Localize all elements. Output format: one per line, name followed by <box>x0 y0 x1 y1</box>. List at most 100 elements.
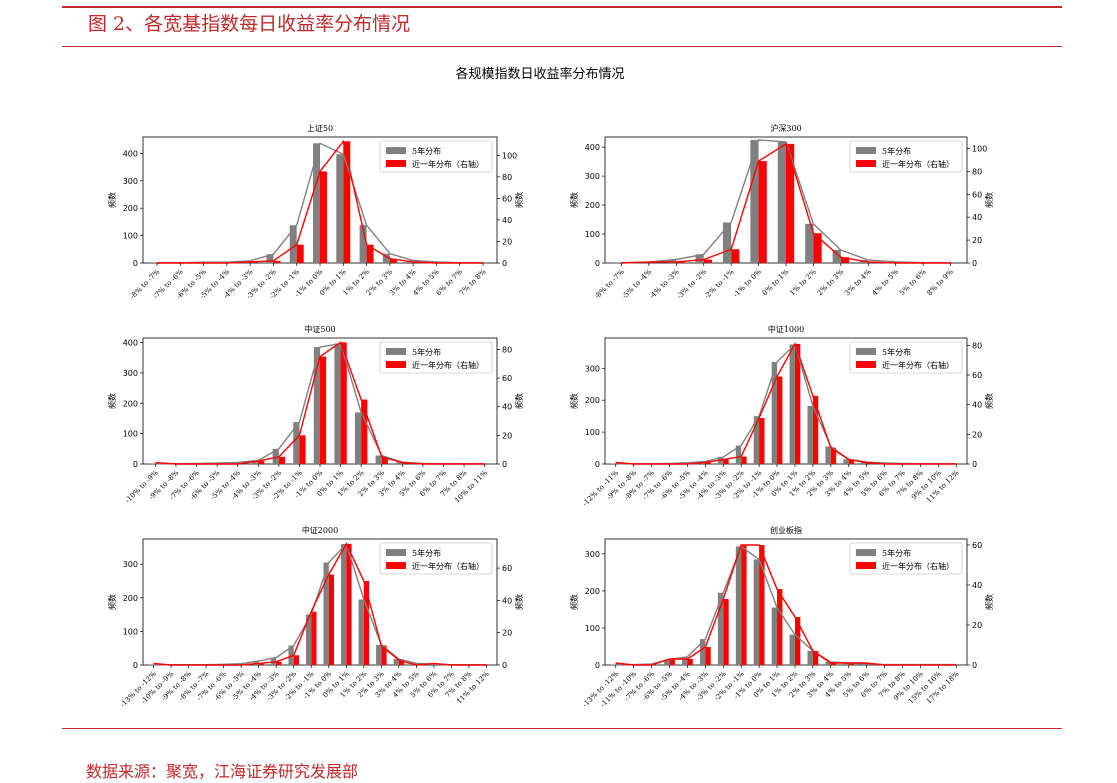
bar-5y-p5 <box>807 650 813 665</box>
bar-1y-p4 <box>346 543 352 665</box>
bar-5y-p4 <box>341 544 347 665</box>
xtick-label-p1: -1% to 0% <box>732 268 763 299</box>
bar-1y-p2 <box>258 461 265 464</box>
bar-1y-p3 <box>705 462 711 464</box>
bar-5y-p3 <box>735 445 742 464</box>
bar-5y-p0 <box>336 154 344 263</box>
ytick-label-right-p3: 0 <box>972 460 977 469</box>
ytick-label-right-p5: 40 <box>972 581 982 590</box>
bar-5y-p2 <box>313 347 320 464</box>
legend-label-1y-p4: 近一年分布（右轴） <box>412 561 484 571</box>
bar-5y-p1 <box>750 139 759 263</box>
bar-5y-p2 <box>293 422 300 464</box>
ytick-label-left-p3: 100 <box>585 428 600 437</box>
bar-5y-p2 <box>334 343 341 464</box>
subplot-title-p0: 上证50 <box>307 124 333 133</box>
ytick-label-left-p2: 0 <box>133 460 138 469</box>
legend-label-5y-p5: 5年分布 <box>882 548 911 558</box>
ylabel-right-p5: 频数 <box>984 594 994 610</box>
legend-swatch-1y-p2 <box>386 361 406 368</box>
bar-1y-p4 <box>381 645 387 665</box>
bar-1y-p0 <box>273 260 281 263</box>
ytick-label-left-p1: 100 <box>585 230 600 239</box>
bar-5y-p3 <box>771 361 778 464</box>
bar-5y-p5 <box>843 663 849 665</box>
bar-1y-p4 <box>311 611 317 665</box>
bar-5y-p5 <box>789 634 795 665</box>
ytick-label-right-p4: 40 <box>502 596 512 605</box>
bar-1y-p5 <box>830 663 837 665</box>
bar-1y-p5 <box>794 617 801 665</box>
subplot-title-p4: 中证2000 <box>302 525 338 535</box>
ytick-label-left-p4: 0 <box>133 661 138 670</box>
legend-box-p1 <box>849 140 963 173</box>
legend-label-1y-p3: 近一年分布（右轴） <box>882 360 954 370</box>
ytick-label-right-p4: 20 <box>502 629 512 638</box>
ylabel-right-p1: 频数 <box>984 192 994 208</box>
bar-1y-p4 <box>276 661 282 665</box>
legend-label-1y-p1: 近一年分布（右轴） <box>882 159 954 169</box>
ytick-label-right-p1: 60 <box>972 190 982 199</box>
legend-swatch-5y-p2 <box>386 348 406 355</box>
legend-label-5y-p3: 5年分布 <box>882 347 911 357</box>
legend-label-5y-p0: 5年分布 <box>412 146 441 156</box>
legend-swatch-1y-p0 <box>386 160 406 167</box>
bar-1y-p2 <box>340 342 347 464</box>
bar-5y-p0 <box>266 254 274 263</box>
xtick-label-p1: 1% to 2% <box>788 268 818 298</box>
bar-1y-p1 <box>731 249 740 263</box>
bar-1y-p5 <box>759 545 765 665</box>
ytick-label-right-p0: 40 <box>502 216 512 225</box>
ytick-label-right-p0: 0 <box>502 259 507 268</box>
bar-1y-p1 <box>758 161 767 263</box>
bar-5y-p3 <box>807 405 813 464</box>
bar-5y-p1 <box>722 222 732 263</box>
legend-label-5y-p1: 5年分布 <box>882 146 911 156</box>
ytick-label-right-p0: 100 <box>502 151 517 160</box>
ytick-label-left-p5: 200 <box>585 587 600 596</box>
line-1y-p5 <box>615 544 957 666</box>
bar-5y-p3 <box>753 416 760 464</box>
bar-1y-p0 <box>389 258 397 263</box>
subplot-title-p5: 创业板指 <box>770 525 802 535</box>
bar-5y-p3 <box>861 462 867 464</box>
legend-swatch-1y-p3 <box>856 361 876 368</box>
xtick-label-p1: 5% to 6% <box>898 268 928 298</box>
ytick-label-left-p1: 300 <box>585 172 600 181</box>
subplot-frame-p5 <box>604 538 968 666</box>
ytick-label-left-p0: 300 <box>123 177 138 186</box>
ytick-label-right-p2: 60 <box>502 374 512 383</box>
bar-1y-p5 <box>687 659 693 665</box>
bar-1y-p4 <box>293 655 299 665</box>
bar-1y-p4 <box>363 581 370 665</box>
xtick-label-p1: 4% to 5% <box>871 268 901 298</box>
ytick-label-left-p5: 0 <box>595 661 600 670</box>
bar-1y-p3 <box>830 447 837 464</box>
bar-1y-p5 <box>705 647 711 665</box>
line-5y-p0 <box>157 142 483 264</box>
ytick-label-right-p3: 20 <box>972 430 982 439</box>
ytick-label-right-p2: 80 <box>502 345 512 354</box>
xtick-label-p1: 0% to 1% <box>761 268 791 298</box>
legend-label-1y-p0: 近一年分布（右轴） <box>412 159 484 169</box>
xtick-label-p1: 3% to 4% <box>843 268 873 298</box>
bar-1y-p1 <box>676 261 685 263</box>
bar-5y-p2 <box>375 455 382 464</box>
legend-box-p4 <box>379 542 493 575</box>
ytick-label-left-p1: 0 <box>595 259 600 268</box>
bar-5y-p3 <box>825 446 831 464</box>
ytick-label-right-p4: 60 <box>502 564 512 573</box>
ytick-label-left-p2: 200 <box>123 399 138 408</box>
ylabel-left-p1: 频数 <box>569 192 579 208</box>
legend-box-p2 <box>379 341 493 374</box>
bar-5y-p5 <box>717 592 724 665</box>
bar-5y-p4 <box>270 657 277 665</box>
legend-swatch-5y-p4 <box>386 549 406 556</box>
ytick-label-right-p3: 40 <box>972 401 982 410</box>
bar-5y-p4 <box>376 644 382 665</box>
ytick-label-left-p5: 300 <box>585 550 600 559</box>
legend-swatch-1y-p5 <box>856 562 876 569</box>
xtick-label-p1: 8% to 9% <box>925 268 955 298</box>
bar-5y-p5 <box>771 607 778 665</box>
